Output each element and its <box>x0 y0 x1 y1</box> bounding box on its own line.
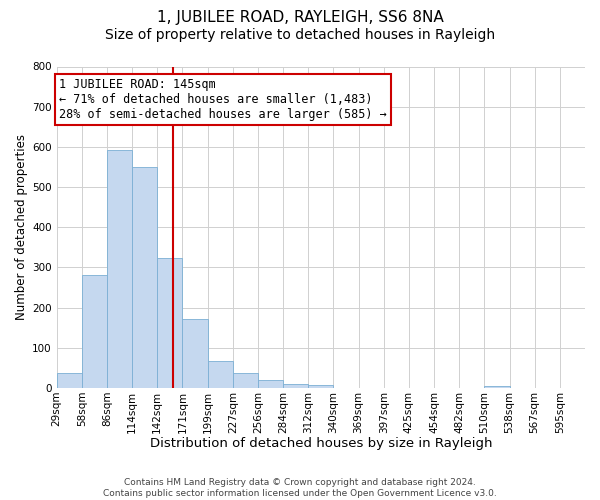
Bar <box>107 150 132 388</box>
Y-axis label: Number of detached properties: Number of detached properties <box>15 134 28 320</box>
Bar <box>56 372 82 388</box>
Bar <box>82 276 107 388</box>
Text: 1 JUBILEE ROAD: 145sqm
← 71% of detached houses are smaller (1,483)
28% of semi-: 1 JUBILEE ROAD: 145sqm ← 71% of detached… <box>59 78 387 121</box>
Bar <box>132 168 157 388</box>
Text: 1, JUBILEE ROAD, RAYLEIGH, SS6 8NA: 1, JUBILEE ROAD, RAYLEIGH, SS6 8NA <box>157 10 443 25</box>
Bar <box>208 361 233 388</box>
Bar <box>258 380 283 388</box>
Bar <box>157 258 182 388</box>
Bar <box>182 319 208 388</box>
Text: Contains HM Land Registry data © Crown copyright and database right 2024.
Contai: Contains HM Land Registry data © Crown c… <box>103 478 497 498</box>
Bar <box>233 372 258 388</box>
Bar <box>484 386 509 388</box>
Bar <box>308 384 334 388</box>
Bar <box>283 384 308 388</box>
X-axis label: Distribution of detached houses by size in Rayleigh: Distribution of detached houses by size … <box>149 437 492 450</box>
Text: Size of property relative to detached houses in Rayleigh: Size of property relative to detached ho… <box>105 28 495 42</box>
